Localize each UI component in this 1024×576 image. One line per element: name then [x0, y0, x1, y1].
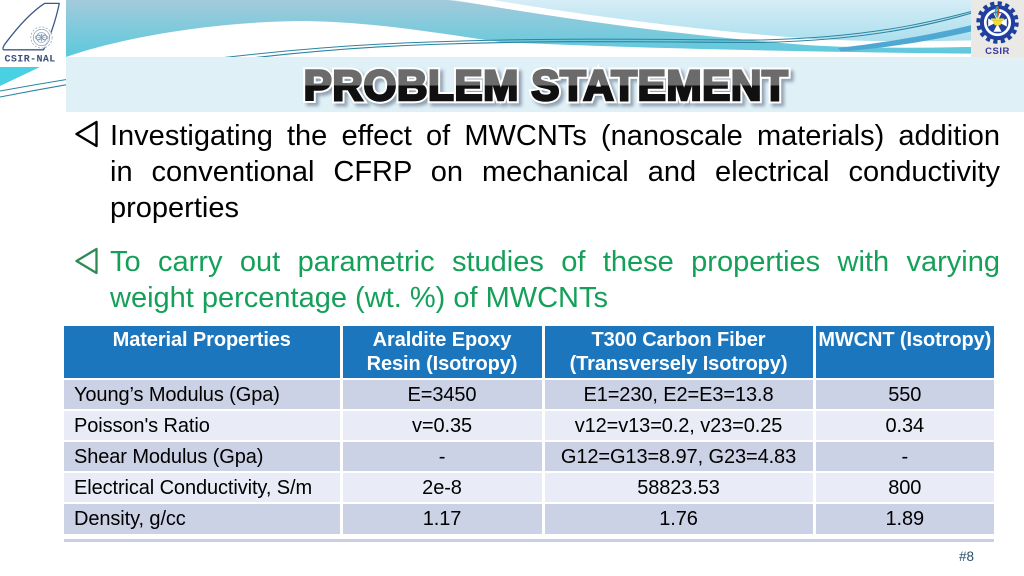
svg-text:CSIR: CSIR: [985, 46, 1010, 57]
svg-text:PROBLEM STATEMENT: PROBLEM STATEMENT: [304, 62, 789, 109]
svg-text:CSIR-NAL: CSIR-NAL: [5, 55, 56, 66]
svg-text:PROBLEM STATEMENT: PROBLEM STATEMENT: [304, 62, 789, 109]
